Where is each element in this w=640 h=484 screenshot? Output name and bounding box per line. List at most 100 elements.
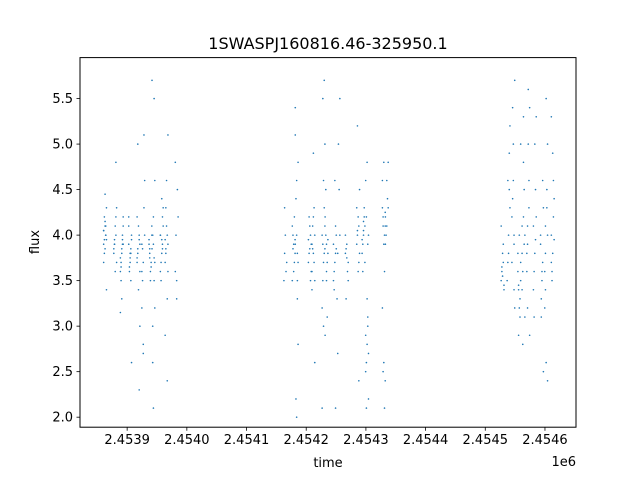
data-point: [540, 316, 543, 318]
data-point: [534, 238, 537, 241]
data-point: [141, 279, 144, 282]
data-point: [325, 234, 327, 236]
data-point: [130, 247, 132, 250]
data-point: [539, 234, 542, 236]
data-point: [295, 234, 298, 236]
data-point: [294, 238, 296, 241]
data-point: [381, 179, 384, 182]
data-point: [336, 352, 339, 355]
data-point: [323, 207, 326, 209]
data-point: [177, 216, 179, 218]
data-point: [503, 284, 505, 286]
data-point: [113, 252, 115, 255]
data-point: [313, 279, 316, 282]
data-point: [152, 216, 155, 218]
data-point: [546, 188, 548, 191]
data-point: [541, 279, 543, 282]
data-point: [322, 325, 325, 327]
data-point: [141, 247, 144, 250]
data-point: [519, 316, 521, 318]
data-point: [335, 247, 338, 250]
data-point: [507, 252, 510, 255]
data-point: [535, 115, 538, 118]
data-point: [339, 234, 341, 236]
x-axis-label: time: [313, 456, 342, 471]
data-point: [326, 316, 329, 318]
data-point: [323, 252, 326, 255]
data-point: [137, 225, 140, 227]
data-point: [382, 216, 384, 218]
data-point: [346, 243, 348, 246]
data-point: [517, 252, 519, 255]
data-point: [309, 234, 312, 236]
data-point: [539, 243, 542, 246]
data-point: [151, 247, 153, 250]
data-point: [103, 216, 106, 218]
data-point: [161, 216, 164, 218]
data-point: [334, 179, 336, 182]
data-point: [139, 270, 141, 273]
data-point: [513, 307, 516, 309]
data-point: [508, 152, 511, 154]
data-point: [546, 143, 549, 145]
data-point: [519, 261, 522, 264]
data-point: [502, 243, 505, 246]
data-point: [534, 252, 536, 255]
data-point: [312, 216, 315, 218]
data-point: [143, 207, 145, 209]
data-point: [136, 261, 138, 264]
data-point: [138, 234, 140, 236]
data-point: [104, 247, 106, 250]
data-point: [356, 234, 359, 236]
data-point: [385, 179, 388, 182]
data-point: [322, 179, 325, 182]
data-point: [384, 379, 387, 382]
data-point: [143, 134, 145, 136]
data-point: [387, 207, 389, 209]
data-point: [321, 307, 323, 309]
data-point: [313, 207, 315, 209]
data-point: [365, 361, 368, 364]
data-point: [142, 352, 145, 355]
data-point: [383, 407, 386, 409]
data-point: [324, 216, 326, 218]
data-point: [176, 188, 179, 191]
data-point: [517, 334, 520, 337]
data-point: [296, 298, 299, 300]
data-point: [149, 270, 152, 273]
data-point: [142, 343, 145, 346]
data-point: [325, 279, 328, 282]
data-point: [339, 97, 341, 100]
data-point: [382, 370, 384, 373]
data-point: [326, 261, 329, 264]
data-point: [383, 270, 386, 273]
data-point: [295, 398, 297, 400]
data-point: [122, 216, 124, 218]
data-point: [518, 307, 521, 309]
data-point: [166, 379, 169, 382]
data-point: [384, 216, 387, 218]
data-point: [522, 216, 525, 218]
data-point: [313, 361, 316, 364]
data-point: [363, 216, 366, 218]
data-point: [105, 207, 108, 209]
data-point: [160, 279, 162, 282]
data-point: [293, 261, 296, 264]
data-point: [544, 225, 547, 227]
data-points: [102, 79, 555, 418]
data-point: [521, 288, 523, 291]
data-point: [528, 179, 530, 182]
data-point: [114, 270, 117, 273]
data-point: [160, 197, 163, 200]
x-tick-label: 2.4543: [343, 433, 389, 448]
data-point: [356, 125, 359, 127]
data-point: [151, 225, 153, 227]
data-point: [550, 115, 553, 118]
data-point: [327, 238, 329, 241]
data-point: [527, 143, 530, 145]
data-point: [162, 207, 164, 209]
data-point: [105, 238, 108, 241]
data-point: [358, 188, 361, 191]
data-point: [337, 143, 340, 145]
